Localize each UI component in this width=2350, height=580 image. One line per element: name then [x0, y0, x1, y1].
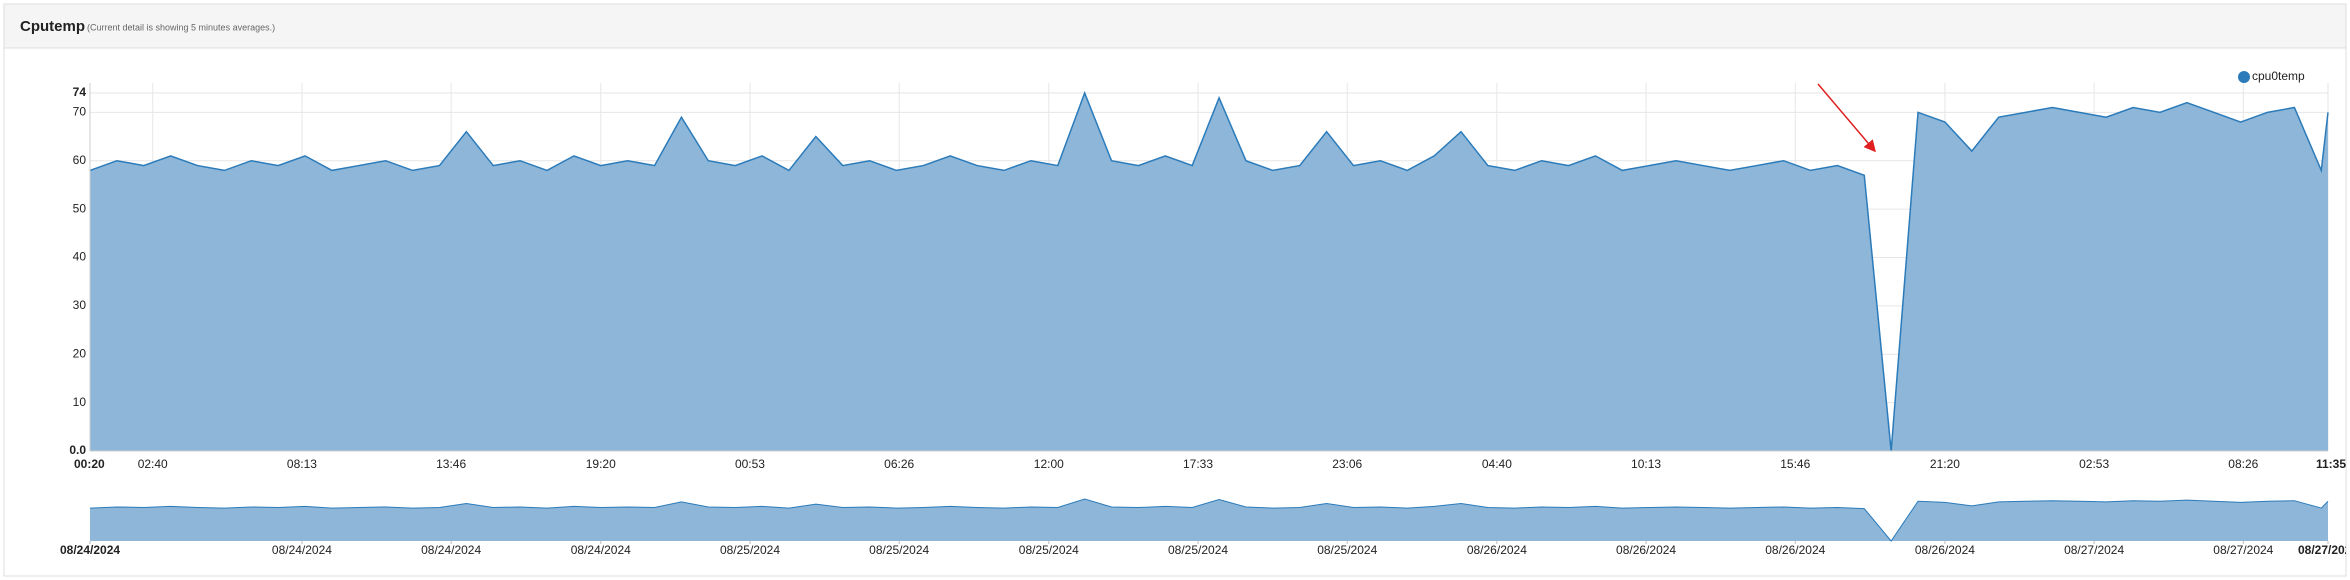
x-tick-label: 17:33: [1183, 457, 1213, 471]
navigator-tick-label: 08/26/2024: [1616, 543, 1676, 557]
y-tick-label: 74: [73, 85, 87, 99]
navigator-tick-label: 08/27/2024: [2064, 543, 2124, 557]
x-tick-label: 23:06: [1332, 457, 1362, 471]
y-tick-label: 60: [73, 153, 87, 167]
navigator-tick-label: 08/26/2024: [1915, 543, 1975, 557]
x-tick-label: 10:13: [1631, 457, 1661, 471]
legend-label: cpu0temp: [2252, 69, 2305, 83]
x-tick-label: 11:35: [2316, 457, 2346, 471]
panel-header: [3, 3, 2347, 49]
navigator-tick-label: 08/25/2024: [1317, 543, 1377, 557]
area: [90, 93, 2328, 451]
x-tick-label: 00:53: [735, 457, 765, 471]
x-tick-label: 08:13: [287, 457, 317, 471]
navigator-tick-label: 08/27/2024: [2213, 543, 2273, 557]
y-tick-label: 50: [73, 201, 87, 215]
x-tick-label: 21:20: [1930, 457, 1960, 471]
navigator-tick-label: 08/25/2024: [869, 543, 929, 557]
navigator-tick-label: 08/24/2024: [421, 543, 481, 557]
navigator-tick-label: 08/26/2024: [1467, 543, 1527, 557]
x-tick-label: 02:53: [2079, 457, 2109, 471]
navigator-tick-label: 08/27/2024: [2298, 543, 2350, 557]
x-tick-label: 00:20: [74, 457, 105, 471]
annotation-arrow: [1817, 83, 1876, 153]
navigator-tick-label: 08/25/2024: [1019, 543, 1079, 557]
area: [90, 499, 2328, 541]
navigator-tick-label: 08/24/2024: [272, 543, 332, 557]
navigator-tick-label: 08/24/2024: [571, 543, 631, 557]
y-tick-label: 70: [73, 105, 87, 119]
plot: 0.0 10 20 30 40 50 60 70 74 00:20 02:40 08:13 13:46 1…: [60, 69, 2350, 557]
x-tick-label: 13:46: [436, 457, 466, 471]
x-tick-label: 12:00: [1034, 457, 1064, 471]
x-tick-label: 08:26: [2228, 457, 2258, 471]
line: [89, 90, 2329, 452]
x-tick-label: 06:26: [884, 457, 914, 471]
y-tick-label: 20: [73, 346, 87, 360]
x-tick-label: 04:40: [1482, 457, 1512, 471]
y-tick-label: 10: [73, 395, 87, 409]
legend-marker: [2238, 71, 2250, 83]
navigator-tick-label: 08/25/2024: [720, 543, 780, 557]
y-tick-label: 40: [73, 250, 87, 264]
x-tick-label: 15:46: [1780, 457, 1810, 471]
y-tick-label: 0.0: [69, 443, 86, 457]
x-tick-label: 02:40: [138, 457, 168, 471]
x-tick-label: 19:20: [586, 457, 616, 471]
y-tick-label: 30: [73, 298, 87, 312]
chart-title: Cputemp: [20, 18, 85, 35]
navigator-tick-label: 08/24/2024: [60, 543, 120, 557]
line: [89, 498, 2329, 542]
navigator-tick-label: 08/25/2024: [1168, 543, 1228, 557]
chart-subtitle: (Current detail is showing 5 minutes ave…: [87, 22, 275, 32]
navigator-tick-label: 08/26/2024: [1765, 543, 1825, 557]
